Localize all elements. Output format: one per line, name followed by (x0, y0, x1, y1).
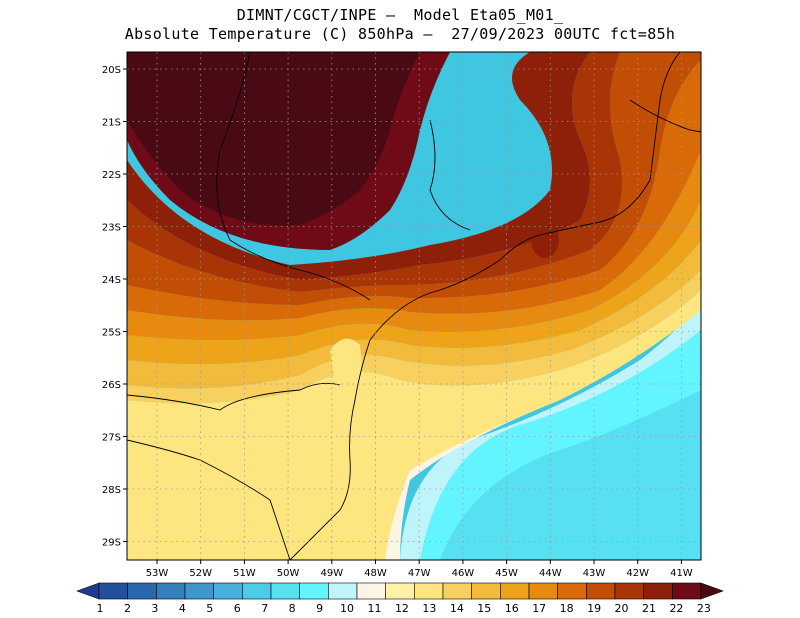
lat-tick-label: 24S (102, 275, 121, 286)
colorbar-label: 15 (477, 602, 491, 615)
colorbar-label: 13 (422, 602, 436, 615)
band-17-region (127, 150, 701, 340)
colorbar-label: 17 (532, 602, 546, 615)
colorbar-swatch (586, 582, 616, 600)
lat-tick-label: 20S (102, 65, 121, 76)
colorbar-label: 20 (615, 602, 629, 615)
band-14-region (127, 270, 701, 404)
colorbar-swatch (414, 582, 444, 600)
lon-tick-label: 45W (495, 568, 518, 579)
colorbar-high-arrow (700, 582, 724, 600)
lat-tick-label: 28S (102, 485, 121, 496)
lon-tick-label: 48W (364, 568, 387, 579)
lon-tick-label: 50W (277, 568, 300, 579)
colorbar-low-arrow (76, 582, 100, 600)
lat-tick-label: 25S (102, 328, 121, 339)
lon-tick-label: 44W (539, 568, 562, 579)
colorbar-label: 23 (697, 602, 711, 615)
colorbar: 1 2 3 4 5 6 7 8 9 10 11 12 13 14 15 16 17 18 19 20 21 22 23 (76, 582, 724, 615)
lon-tick-label: 46W (452, 568, 475, 579)
colorbar-label: 11 (368, 602, 382, 615)
lon-tick-label: 43W (583, 568, 606, 579)
colorbar-label: 12 (395, 602, 409, 615)
grid-lines (127, 52, 701, 560)
lat-tick-label: 22S (102, 170, 121, 181)
colorbar-swatch (270, 582, 300, 600)
lat-tick-label: 29S (102, 538, 121, 549)
band-19-region (127, 52, 701, 305)
colorbar-label: 7 (261, 602, 268, 615)
colorbar-swatch (98, 582, 128, 600)
colorbar-label: 18 (560, 602, 574, 615)
colorbar-label: 22 (669, 602, 683, 615)
colorbar-swatch (184, 582, 214, 600)
colorbar-swatch (614, 582, 644, 600)
coastline-borders (127, 52, 701, 560)
colorbar-label: 21 (642, 602, 656, 615)
coastal-tongue-region (330, 338, 362, 410)
colorbar-label: 10 (340, 602, 354, 615)
lon-tick-label: 51W (233, 568, 256, 579)
lon-tick-label: 41W (670, 568, 693, 579)
chart-title-line-2: Absolute Temperature (C) 850hPa – 27/09/… (124, 25, 676, 43)
band-9-region (415, 320, 701, 560)
band-13-region (127, 290, 701, 560)
band-21-region (127, 52, 590, 280)
colorbar-label: 5 (206, 602, 213, 615)
warm-core-region (127, 52, 420, 226)
colorbar-swatch (156, 582, 186, 600)
colorbar-label: 1 (97, 602, 104, 615)
lat-tick-label: 21S (102, 118, 121, 129)
lat-tick-label: 26S (102, 380, 121, 391)
colorbar-swatch (672, 582, 702, 600)
lat-tick-label: 23S (102, 223, 121, 234)
colorbar-label: 16 (505, 602, 519, 615)
colorbar-label: 2 (124, 602, 131, 615)
warm-patch-region (531, 222, 559, 258)
colorbar-label: 14 (450, 602, 464, 615)
longitude-axis: 53W 52W 51W 50W 49W 48W 47W 46W 45W 44W 43W 42W 41W (146, 560, 693, 579)
colorbar-swatch (242, 582, 272, 600)
lat-tick-label: 27S (102, 433, 121, 444)
colorbar-label: 9 (316, 602, 323, 615)
colorbar-label: 3 (151, 602, 158, 615)
colorbar-swatch (299, 582, 329, 600)
lon-tick-label: 52W (189, 568, 212, 579)
colorbar-swatch (500, 582, 530, 600)
latitude-axis: 20S 21S 22S 23S 24S 25S 26S 27S 28S 29S (102, 65, 127, 549)
colorbar-label: 6 (234, 602, 241, 615)
lon-tick-label: 49W (320, 568, 343, 579)
colorbar-swatch (442, 582, 472, 600)
colorbar-label: 19 (587, 602, 601, 615)
lon-tick-label: 42W (626, 568, 649, 579)
colorbar-swatch (471, 582, 501, 600)
colorbar-swatch (328, 582, 358, 600)
colorbar-swatch (385, 582, 415, 600)
colorbar-label: 4 (179, 602, 186, 615)
lon-tick-label: 53W (146, 568, 169, 579)
colorbar-swatch (643, 582, 673, 600)
colorbar-swatch (213, 582, 243, 600)
colorbar-swatch (557, 582, 587, 600)
colorbar-label: 8 (289, 602, 296, 615)
plot-frame (126, 51, 702, 561)
lon-tick-label: 47W (408, 568, 431, 579)
colorbar-swatch (127, 582, 157, 600)
chart-title-line-1: DIMNT/CGCT/INPE – Model Eta05_M01_ (236, 6, 564, 24)
temperature-field (127, 52, 701, 560)
colorbar-swatch (528, 582, 558, 600)
band-15-region (127, 240, 701, 389)
colorbar-swatch (356, 582, 386, 600)
band-16-region (127, 200, 701, 364)
